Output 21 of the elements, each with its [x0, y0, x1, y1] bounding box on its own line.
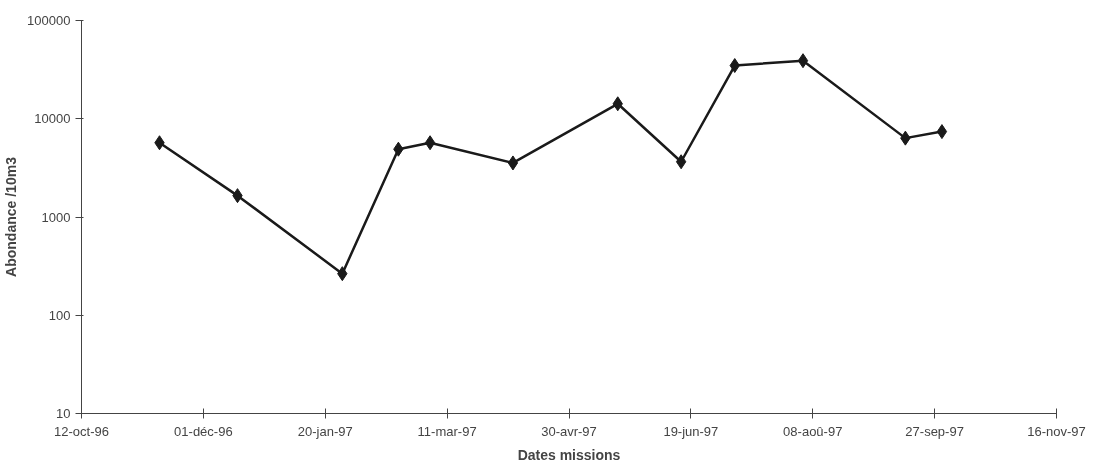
point [797, 53, 809, 69]
x-tick-label: 30-avr-97 [541, 423, 597, 439]
x-tick-label: 20-jan-97 [297, 423, 353, 439]
y-tick-label: 10000 [34, 111, 71, 127]
x-tick-label: 19-jun-97 [663, 423, 719, 439]
x-tick-label: 08-aoû-97 [783, 423, 843, 439]
y-tick-label: 10 [56, 406, 71, 421]
point [507, 155, 519, 171]
x-tick-label: 12-oct-96 [54, 423, 109, 439]
point [675, 154, 687, 170]
x-axis-title: Dates missions [517, 446, 621, 463]
y-tick-label: 100 [48, 307, 71, 323]
x-tick-label: 01-déc-96 [174, 423, 233, 439]
y-tick-label: 100000 [27, 13, 71, 28]
y-axis-title: Abondance /10m3 [3, 156, 20, 277]
x-tick-label: 16-nov-97 [1027, 423, 1086, 439]
y-tick-label: 1000 [41, 209, 71, 225]
x-tick-label: 27-sep-97 [905, 423, 964, 439]
x-tick-label: 11-mar-97 [417, 423, 477, 439]
point [424, 135, 436, 151]
point [936, 124, 948, 140]
